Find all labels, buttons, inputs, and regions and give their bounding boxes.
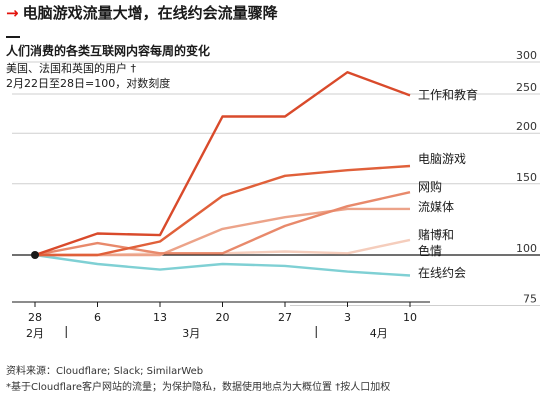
series-label: 赌博和 [418, 227, 454, 242]
chart-subtitle-2: 2月22日至28日=100，对数刻度 [6, 77, 171, 90]
series-label: 网购 [418, 179, 442, 194]
footnote: *基于Cloudflare客户网站的流量；为保护隐私，数据使用地点为大概位置 †… [6, 382, 391, 393]
series-line [34, 253, 411, 277]
x-tick-label: 3 [344, 311, 351, 324]
y-tick-label: 75 [523, 293, 537, 306]
series-line [34, 191, 411, 257]
chart-title: 人们消费的各类互联网内容每周的变化 [6, 44, 211, 58]
series-line [35, 164, 411, 257]
y-tick-label: 150 [516, 171, 537, 184]
x-tick-label: 20 [216, 311, 230, 324]
x-tick-label: 10 [403, 311, 417, 324]
month-label: 2月 [26, 327, 44, 340]
series-label: 工作和教育 [418, 87, 478, 102]
headline: → 电脑游戏流量大增，在线约会流量骤降 [6, 2, 278, 23]
source-note: 资料来源：Cloudflare; Slack; SimilarWeb [6, 366, 204, 377]
x-tick-label: 13 [153, 311, 167, 324]
month-label: 4月 [370, 327, 388, 340]
y-tick-label: 100 [516, 242, 537, 255]
x-tick-label: 27 [278, 311, 292, 324]
series-line [35, 207, 410, 257]
chart-subtitle-1: 美国、法国和英国的用户 † [6, 62, 136, 75]
x-tick-label: 28 [28, 311, 42, 324]
headline-text: 电脑游戏流量大增，在线约会流量骤降 [22, 4, 278, 22]
series-label: 流媒体 [418, 200, 454, 214]
x-tick-label: 6 [94, 311, 101, 324]
series-line [34, 70, 411, 257]
y-tick-label: 250 [516, 81, 537, 94]
series-label: 色情 [418, 244, 442, 258]
month-label: 3月 [182, 327, 200, 340]
series-label: 电脑游戏 [418, 152, 466, 166]
title-rule [6, 36, 20, 38]
start-point [31, 251, 39, 259]
y-tick-label: 300 [516, 49, 537, 62]
y-tick-label: 200 [516, 120, 537, 133]
arrow-icon: → [6, 4, 19, 22]
series-label: 在线约会 [418, 265, 466, 280]
